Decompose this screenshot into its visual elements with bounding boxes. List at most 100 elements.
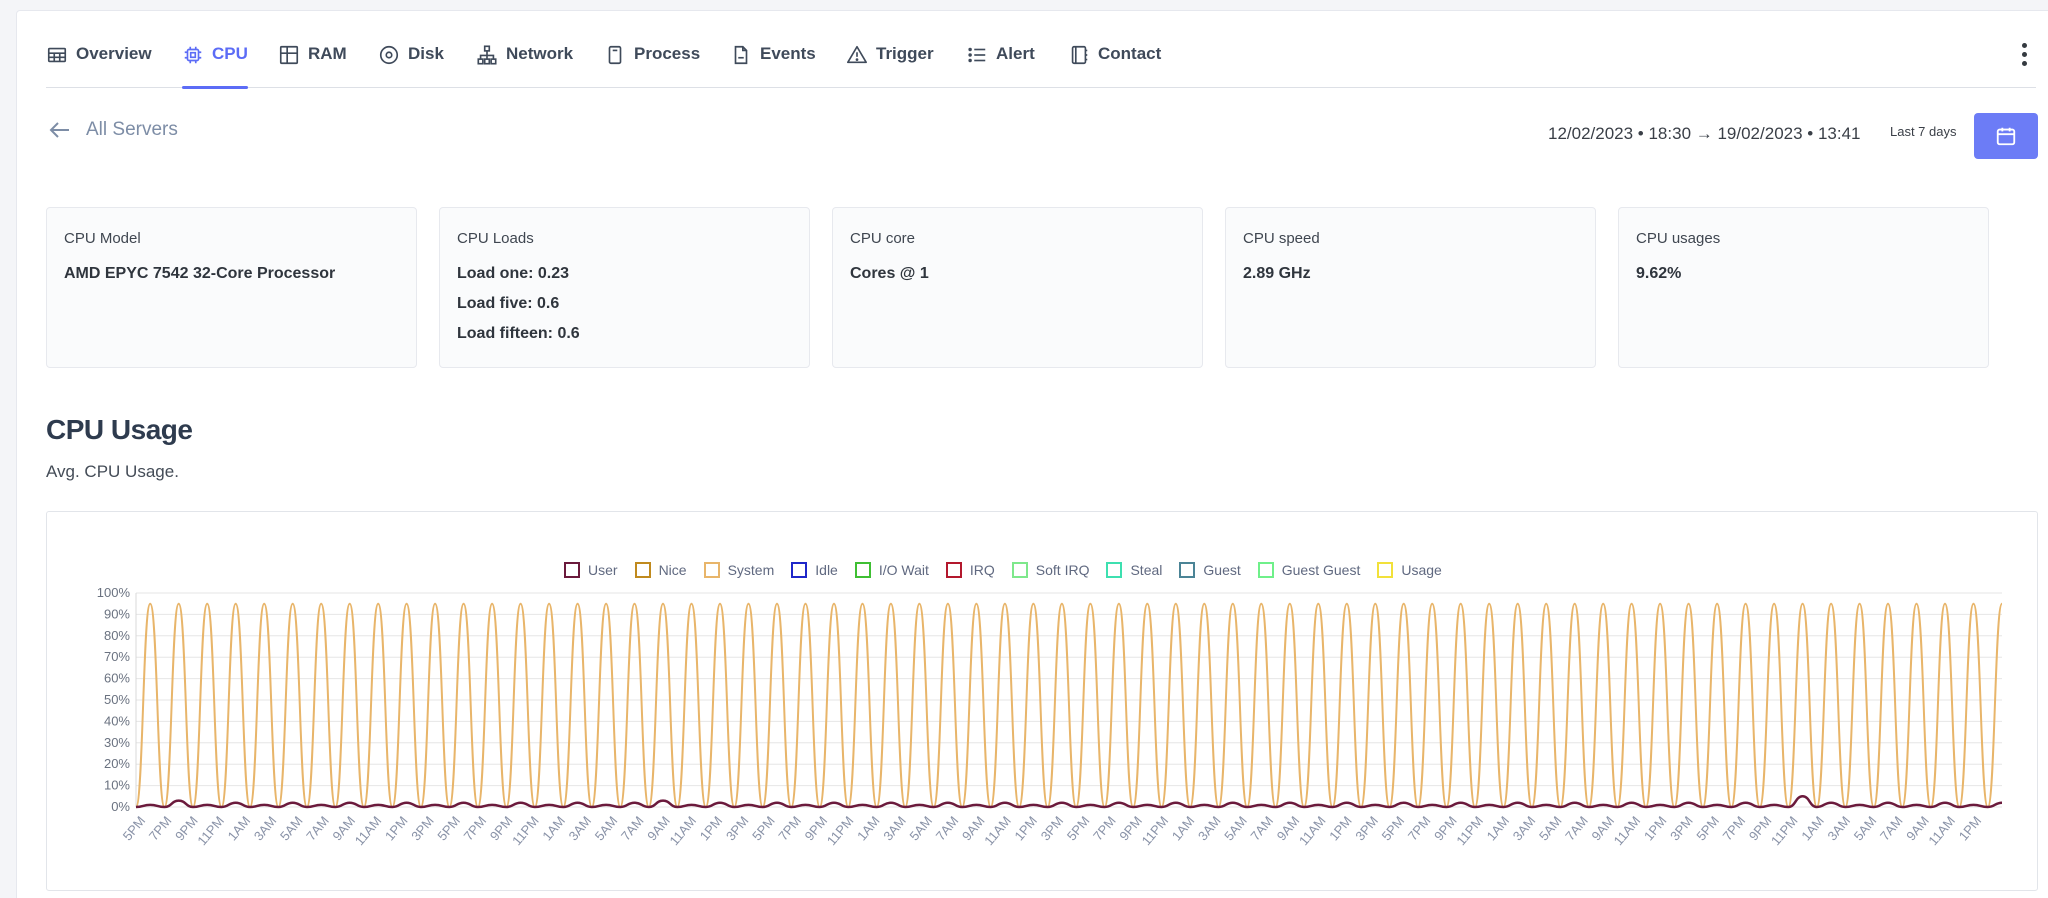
x-tick-label: 11PM (824, 813, 857, 848)
legend-swatch (945, 562, 962, 578)
series-line-user (135, 795, 2003, 809)
tab-alert[interactable]: Alert (966, 36, 1035, 88)
legend-item[interactable]: I/O Wait (854, 562, 929, 578)
x-tick-label: 1PM (1011, 813, 1040, 843)
x-tick-label: 1AM (1798, 813, 1827, 843)
x-tick-label: 7PM (1720, 813, 1749, 843)
legend-item[interactable]: System (703, 562, 775, 578)
warning-icon (847, 45, 867, 64)
x-tick-label: 7AM (933, 813, 962, 843)
tab-process[interactable]: Process (604, 36, 700, 88)
range-label[interactable]: Last 7 days (1890, 124, 1957, 139)
legend-swatch (1011, 562, 1028, 578)
legend-item[interactable]: Usage (1377, 562, 1442, 578)
x-tick-label: 11AM (352, 813, 385, 848)
x-tick-label: 5AM (1536, 813, 1565, 843)
x-tick-label: 1AM (1484, 813, 1513, 843)
legend-item[interactable]: Steal (1106, 562, 1162, 578)
disk-icon (379, 45, 399, 65)
tab-network[interactable]: Network (476, 36, 573, 88)
legend-swatch (1257, 562, 1274, 578)
legend-item[interactable]: Guest Guest (1257, 562, 1360, 578)
legend-label: IRQ (969, 562, 995, 578)
tab-events[interactable]: Events (730, 36, 816, 88)
legend-swatch (564, 562, 580, 578)
tab-label: Disk (408, 44, 444, 63)
tab-label: Events (760, 44, 816, 63)
x-tick-label: 5PM (1379, 813, 1408, 843)
legend-item[interactable]: Guest (1179, 562, 1241, 578)
y-tick-label: 20% (104, 756, 130, 771)
process-icon (608, 45, 622, 65)
series-line-system (135, 602, 2003, 809)
x-tick-label: 1PM (1326, 813, 1355, 843)
grid-icon (279, 45, 299, 65)
tab-label: Overview (76, 44, 152, 63)
x-tick-label: 11AM (981, 813, 1014, 848)
tab-disk[interactable]: Disk (378, 36, 444, 88)
tab-ram[interactable]: RAM (278, 36, 347, 88)
x-tick-label: 7AM (1562, 813, 1591, 843)
x-tick-label: 1PM (697, 813, 726, 843)
arrow-left-icon (49, 122, 69, 138)
x-tick-label: 11AM (1925, 813, 1958, 848)
legend-swatch (634, 562, 651, 578)
legend-label: Idle (815, 562, 838, 578)
x-tick-label: 5PM (749, 813, 778, 843)
x-tick-label: 3PM (1038, 813, 1067, 843)
legend-label: Usage (1401, 562, 1442, 578)
back-to-servers-link[interactable]: All Servers (48, 118, 178, 142)
card-value: 9.62% (1636, 265, 1682, 282)
y-tick-label: 60% (104, 671, 130, 686)
legend-item[interactable]: IRQ (945, 562, 995, 578)
card-cpu-loads: CPU Loads Load one: 0.23 Load five: 0.6 … (439, 207, 810, 368)
tab-bar: Overview CPU RAM Disk Network Process Ev… (46, 36, 2036, 89)
x-tick-label: 7PM (1405, 813, 1434, 843)
legend-item[interactable]: Soft IRQ (1011, 562, 1089, 578)
legend-item[interactable]: Nice (634, 562, 687, 578)
x-tick-label: 3AM (1195, 813, 1224, 843)
y-tick-label: 30% (104, 735, 130, 750)
legend-item[interactable]: Idle (791, 562, 838, 578)
legend-item[interactable]: User (564, 562, 618, 578)
tab-contact[interactable]: Contact (1068, 36, 1161, 88)
x-tick-label: 11AM (1611, 813, 1644, 848)
card-title: CPU core (850, 230, 916, 247)
y-tick-label: 50% (104, 692, 130, 707)
cpu-icon (184, 46, 202, 64)
card-value: Load one: 0.23 (457, 265, 570, 282)
tab-overview[interactable]: Overview (46, 36, 152, 88)
legend-label: System (727, 562, 775, 578)
legend-swatch (1179, 562, 1196, 578)
x-tick-label: 1PM (1641, 813, 1670, 843)
table-icon (47, 47, 67, 63)
x-tick-label: 11PM (509, 813, 542, 848)
x-tick-label: 3PM (723, 813, 752, 843)
tab-cpu[interactable]: CPU (182, 36, 248, 89)
tab-trigger[interactable]: Trigger (846, 36, 934, 88)
y-tick-label: 80% (104, 628, 130, 643)
x-tick-label: 7AM (303, 813, 332, 843)
x-tick-label: 7PM (775, 813, 804, 843)
list-icon (968, 47, 986, 63)
tab-label: Contact (1098, 44, 1162, 63)
x-tick-label: 7PM (146, 813, 175, 843)
calendar-button[interactable] (1974, 113, 2038, 159)
y-tick-label: 90% (104, 606, 130, 621)
x-tick-label: 3AM (1824, 813, 1853, 843)
more-options-icon[interactable] (2016, 42, 2032, 70)
y-tick-label: 40% (104, 713, 130, 728)
x-tick-label: 1PM (1956, 813, 1985, 843)
tab-label: Network (506, 44, 574, 63)
x-tick-label: 5AM (1851, 813, 1880, 843)
network-icon (477, 45, 497, 65)
x-tick-label: 3AM (880, 813, 909, 843)
legend-swatch (1377, 562, 1394, 578)
legend-label: I/O Wait (878, 562, 929, 578)
x-tick-label: 1AM (1169, 813, 1198, 843)
x-tick-label: 5PM (120, 813, 149, 843)
file-icon (734, 45, 748, 65)
card-title: CPU Loads (457, 230, 534, 247)
legend-label: Guest (1203, 562, 1241, 578)
date-range: 12/02/2023 • 18:30 → 19/02/2023 • 13:41 (1548, 124, 1861, 143)
